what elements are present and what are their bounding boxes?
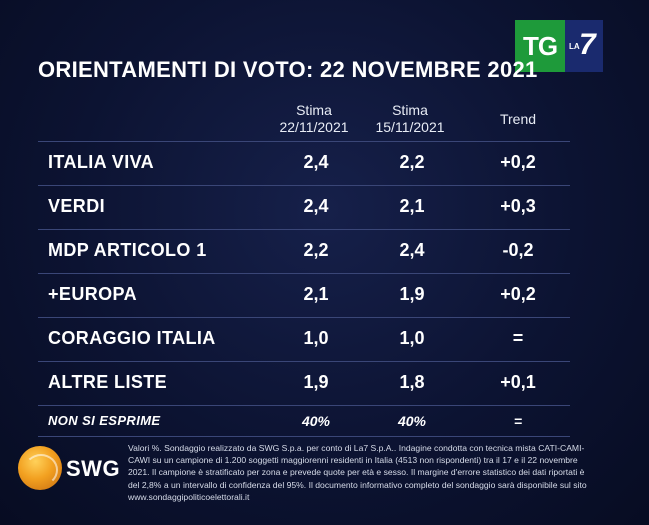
swg-globe-icon <box>18 446 62 490</box>
la7-la-text: LA <box>569 42 580 51</box>
table-row-no-opinion: NON SI ESPRIME 40% 40% = <box>38 405 570 437</box>
table-row: ITALIA VIVA 2,4 2,2 +0,2 <box>38 141 570 185</box>
tg-la7-logo: TG LA 7 <box>515 20 603 72</box>
methodology-note: Valori %. Sondaggio realizzato da SWG S.… <box>128 443 587 502</box>
column-header-stima-22: Stima 22/11/2021 <box>262 102 366 136</box>
party-name: ITALIA VIVA <box>48 152 155 172</box>
trend-value: -0,2 <box>502 240 534 260</box>
party-name: +EUROPA <box>48 284 137 304</box>
trend-value: +0,2 <box>500 284 536 304</box>
party-name: CORAGGIO ITALIA <box>48 328 216 348</box>
poll-table: ITALIA VIVA 2,4 2,2 +0,2 VERDI 2,4 2,1 +… <box>38 141 570 437</box>
stima-22-value: 2,1 <box>303 284 329 304</box>
stima-15-value: 1,9 <box>399 284 425 304</box>
stima-15-value: 2,4 <box>399 240 425 260</box>
stima-22-value: 2,4 <box>303 152 329 172</box>
table-row: +EUROPA 2,1 1,9 +0,2 <box>38 273 570 317</box>
stima-15-value: 2,1 <box>399 196 425 216</box>
party-name: ALTRE LISTE <box>48 372 168 392</box>
table-row: ALTRE LISTE 1,9 1,8 +0,1 <box>38 361 570 405</box>
table-row: VERDI 2,4 2,1 +0,3 <box>38 185 570 229</box>
stima-22-value: 2,2 <box>303 240 329 260</box>
swg-logo: SWG <box>14 442 120 494</box>
stima-22-value: 1,0 <box>303 328 329 348</box>
table-row: CORAGGIO ITALIA 1,0 1,0 = <box>38 317 570 361</box>
page-title: ORIENTAMENTI DI VOTO: 22 NOVEMBRE 2021 <box>38 57 538 82</box>
stima-15-value: 1,8 <box>399 372 425 392</box>
party-name: MDP ARTICOLO 1 <box>48 240 207 260</box>
column-header-stima-22-line1: Stima <box>296 102 332 118</box>
column-header-stima-22-line2: 22/11/2021 <box>279 119 349 135</box>
stima-15-value: 40% <box>397 413 427 429</box>
table-row: MDP ARTICOLO 1 2,2 2,4 -0,2 <box>38 229 570 273</box>
stima-15-value: 1,0 <box>399 328 425 348</box>
column-header-stima-15-line2: 15/11/2021 <box>375 119 445 135</box>
la7-seven-text: 7 <box>579 28 596 61</box>
column-header-stima-15-line1: Stima <box>392 102 428 118</box>
stima-22-value: 40% <box>301 413 331 429</box>
swg-brand-text: SWG <box>66 456 121 481</box>
stima-15-value: 2,2 <box>399 152 425 172</box>
stima-22-value: 2,4 <box>303 196 329 216</box>
trend-value: +0,1 <box>500 372 536 392</box>
column-header-stima-15: Stima 15/11/2021 <box>358 102 462 136</box>
party-name: NON SI ESPRIME <box>48 413 161 428</box>
trend-value: = <box>513 413 523 429</box>
stima-22-value: 1,9 <box>303 372 329 392</box>
column-header-trend: Trend <box>499 111 537 127</box>
trend-value: +0,3 <box>500 196 536 216</box>
trend-value: = <box>512 328 524 348</box>
trend-value: +0,2 <box>500 152 536 172</box>
party-name: VERDI <box>48 196 106 216</box>
la7-logo: LA 7 <box>565 20 603 72</box>
tg-logo-text: TG <box>515 20 565 72</box>
